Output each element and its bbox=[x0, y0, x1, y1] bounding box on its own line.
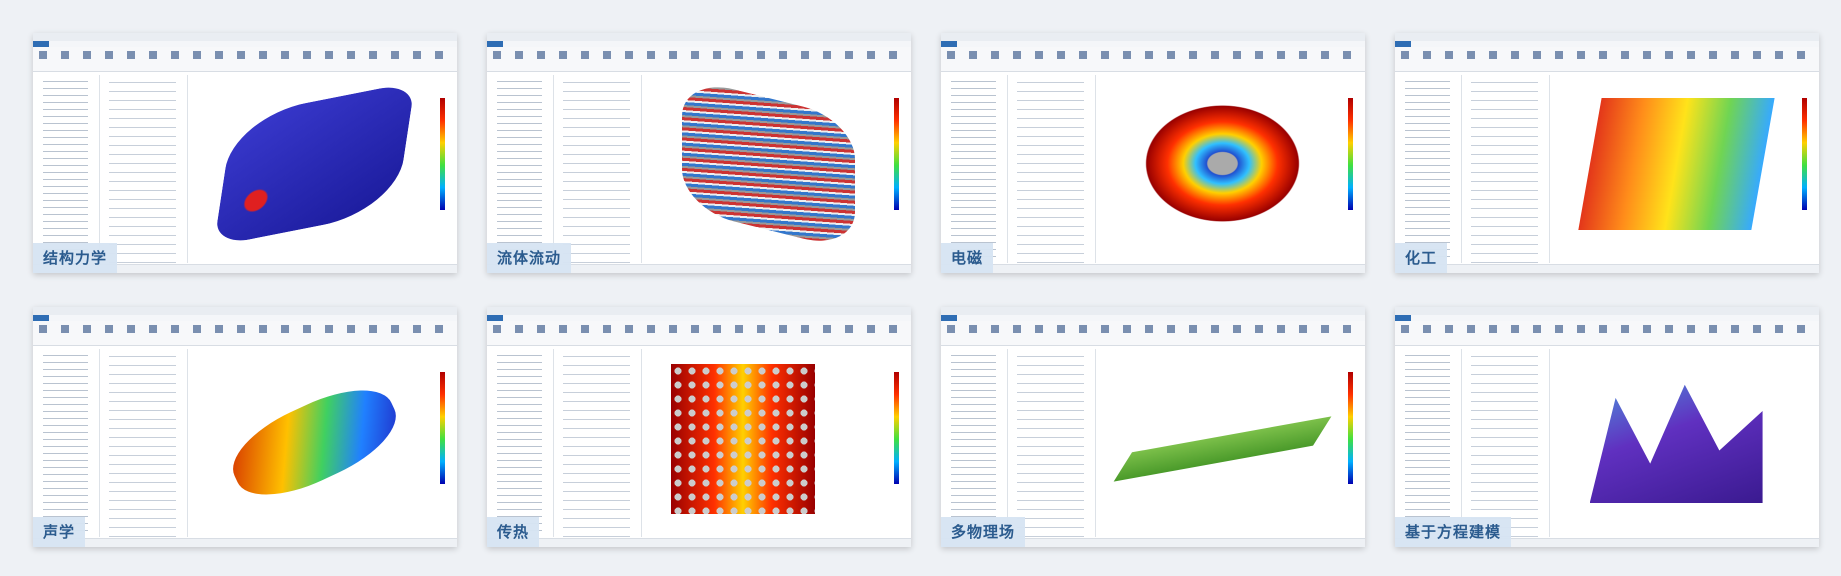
status-bar bbox=[1395, 538, 1819, 547]
model-builder bbox=[1397, 349, 1462, 537]
model-builder bbox=[1397, 75, 1462, 263]
screenshot-card: 声学 bbox=[33, 307, 457, 547]
ribbon bbox=[1395, 321, 1819, 346]
color-legend bbox=[440, 371, 445, 485]
model-render bbox=[681, 75, 855, 251]
model-builder bbox=[489, 75, 554, 263]
model-render bbox=[1589, 384, 1763, 504]
ribbon bbox=[941, 47, 1365, 72]
ribbon bbox=[487, 47, 911, 72]
color-legend bbox=[894, 97, 899, 211]
screenshot-card: 传热 bbox=[487, 307, 911, 547]
settings-panel bbox=[1465, 75, 1550, 263]
model-render bbox=[671, 364, 816, 515]
model-render bbox=[1113, 415, 1331, 482]
card-label: 电磁 bbox=[941, 243, 994, 273]
card-label: 传热 bbox=[487, 517, 540, 547]
ribbon-tabs bbox=[1395, 41, 1819, 47]
graphics-window bbox=[1099, 349, 1361, 537]
ribbon-tabs bbox=[33, 315, 457, 321]
ribbon-tabs bbox=[487, 315, 911, 321]
ribbon bbox=[487, 321, 911, 346]
card-label: 结构力学 bbox=[33, 243, 118, 273]
card-label: 声学 bbox=[33, 517, 86, 547]
graphics-window bbox=[191, 349, 453, 537]
status-bar bbox=[33, 538, 457, 547]
model-render bbox=[1135, 97, 1309, 230]
model-builder bbox=[35, 75, 100, 263]
screenshot-card: 化工 bbox=[1395, 33, 1819, 273]
color-legend bbox=[894, 371, 899, 485]
ribbon-tabs bbox=[33, 41, 457, 47]
model-builder bbox=[943, 349, 1008, 537]
screenshot-card: 基于方程建模 bbox=[1395, 307, 1819, 547]
screenshot-card: 电磁 bbox=[941, 33, 1365, 273]
ribbon bbox=[1395, 47, 1819, 72]
status-bar bbox=[941, 538, 1365, 547]
color-legend bbox=[440, 97, 445, 211]
model-builder bbox=[489, 349, 554, 537]
color-legend bbox=[1802, 97, 1807, 211]
ribbon-tabs bbox=[1395, 315, 1819, 321]
graphics-window bbox=[1553, 75, 1815, 263]
settings-panel bbox=[557, 75, 642, 263]
ribbon bbox=[941, 321, 1365, 346]
status-bar bbox=[487, 538, 911, 547]
model-render bbox=[1578, 97, 1775, 230]
screenshot-card: 多物理场 bbox=[941, 307, 1365, 547]
ribbon bbox=[33, 47, 457, 72]
card-label: 化工 bbox=[1395, 243, 1448, 273]
status-bar bbox=[487, 264, 911, 273]
color-legend bbox=[1348, 371, 1353, 485]
card-label: 基于方程建模 bbox=[1395, 517, 1512, 547]
card-label: 流体流动 bbox=[487, 243, 572, 273]
ribbon-tabs bbox=[941, 41, 1365, 47]
settings-panel bbox=[1011, 75, 1096, 263]
graphics-window bbox=[645, 75, 907, 263]
graphics-window bbox=[191, 75, 453, 263]
ribbon bbox=[33, 321, 457, 346]
screenshot-card: 流体流动 bbox=[487, 33, 911, 273]
settings-panel bbox=[1011, 349, 1096, 537]
graphics-window bbox=[645, 349, 907, 537]
ribbon-tabs bbox=[487, 41, 911, 47]
status-bar bbox=[1395, 264, 1819, 273]
status-bar bbox=[941, 264, 1365, 273]
model-render bbox=[219, 372, 409, 514]
card-label: 多物理场 bbox=[941, 517, 1026, 547]
screenshot-card: 结构力学 bbox=[33, 33, 457, 273]
model-builder bbox=[943, 75, 1008, 263]
color-legend bbox=[1348, 97, 1353, 211]
ribbon-tabs bbox=[941, 315, 1365, 321]
graphics-window bbox=[1553, 349, 1815, 537]
settings-panel bbox=[1465, 349, 1550, 537]
settings-panel bbox=[103, 349, 188, 537]
model-render bbox=[213, 81, 415, 246]
status-bar bbox=[33, 264, 457, 273]
graphics-window bbox=[1099, 75, 1361, 263]
settings-panel bbox=[557, 349, 642, 537]
model-builder bbox=[35, 349, 100, 537]
settings-panel bbox=[103, 75, 188, 263]
